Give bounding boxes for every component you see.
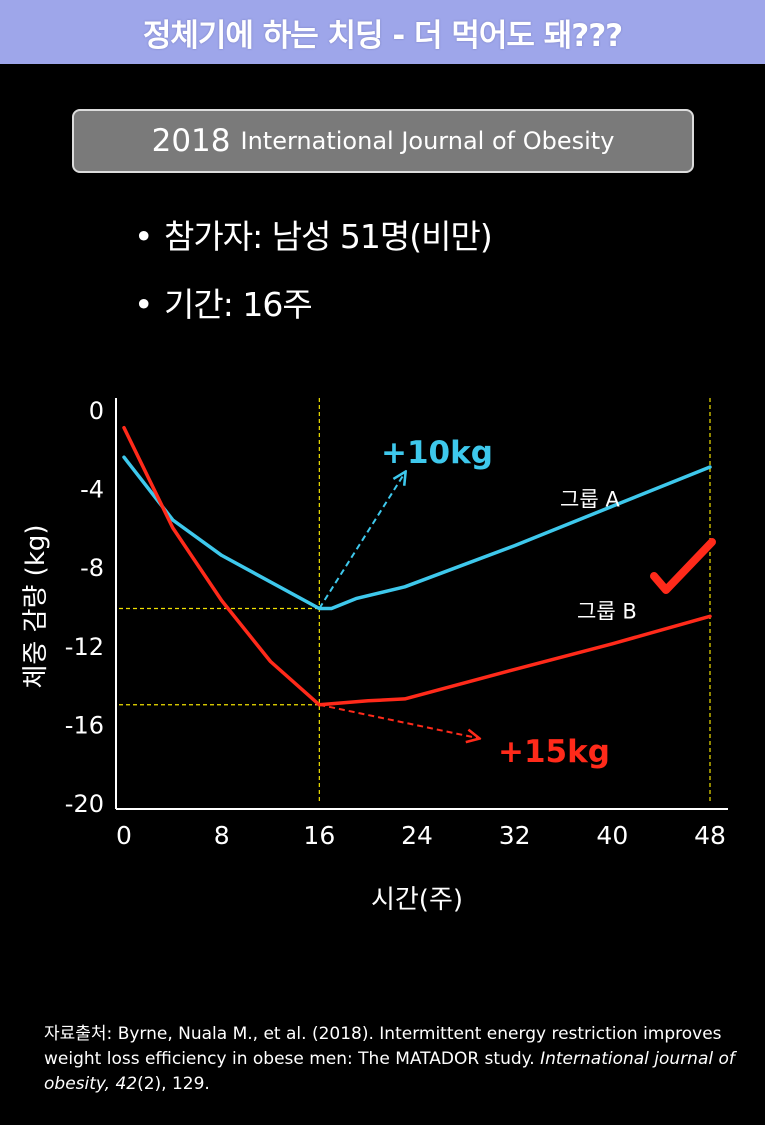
series-line-group-b bbox=[122, 425, 712, 707]
x-axis-title: 시간(주) bbox=[371, 885, 463, 915]
duration-text: 기간: 16주 bbox=[164, 285, 313, 324]
title-banner: 정체기에 하는 치딩 - 더 먹어도 돼??? bbox=[0, 0, 765, 64]
journal-box: 2018 International Journal of Obesity bbox=[72, 109, 694, 173]
series-label-group-b: 그룹 B bbox=[577, 599, 637, 623]
y-tick-label: 0 bbox=[89, 397, 104, 425]
citation: 자료출처: Byrne, Nuala M., et al. (2018). In… bbox=[44, 1022, 744, 1097]
x-tick-label: 8 bbox=[214, 821, 230, 850]
x-tick-label: 24 bbox=[401, 821, 433, 850]
y-axis-title: 체중 감량 (kg) bbox=[21, 524, 51, 688]
checkmark-icon bbox=[650, 538, 716, 594]
x-tick-label: 0 bbox=[116, 821, 132, 850]
annotation-label-plus15: +15kg bbox=[498, 734, 610, 770]
x-tick-label: 16 bbox=[303, 821, 335, 850]
citation-journal: International journal of obesity, 42 bbox=[44, 1049, 735, 1094]
participants-text: 참가자: 남성 51명(비만) bbox=[164, 217, 493, 256]
y-tick-label: -16 bbox=[65, 711, 104, 739]
x-tick-label: 48 bbox=[694, 821, 726, 850]
y-tick-label: -4 bbox=[80, 476, 104, 504]
duration-bullet: • 기간: 16주 bbox=[134, 278, 313, 326]
journal-name: International Journal of Obesity bbox=[240, 127, 615, 155]
journal-year: 2018 bbox=[151, 123, 231, 159]
participants-bullet: • 참가자: 남성 51명(비만) bbox=[134, 210, 493, 258]
citation-issue: (2), 129. bbox=[137, 1074, 210, 1094]
annotation-label-plus10: +10kg bbox=[381, 435, 493, 471]
x-tick-label: 40 bbox=[596, 821, 628, 850]
y-tick-label: -20 bbox=[65, 790, 104, 818]
annotation-arrow bbox=[319, 703, 478, 738]
x-tick-label: 32 bbox=[499, 821, 531, 850]
annotation-arrow bbox=[318, 473, 404, 609]
bullet-dot: • bbox=[134, 217, 153, 256]
bullet-dot: • bbox=[134, 285, 153, 324]
citation-text: 자료출처: Byrne, Nuala M., et al. (2018). In… bbox=[44, 1024, 722, 1069]
y-tick-label: -12 bbox=[65, 633, 104, 661]
series-label-group-a: 그룹 A bbox=[560, 487, 620, 511]
banner-title: 정체기에 하는 치딩 - 더 먹어도 돼??? bbox=[142, 17, 623, 54]
series-line-group-a bbox=[122, 455, 712, 611]
y-tick-label: -8 bbox=[80, 554, 104, 582]
weight-loss-chart: 0 -4 -8 -12 -16 -20 0 8 16 24 32 40 48 시간(주) 체중 감량 (kg… bbox=[21, 397, 728, 915]
